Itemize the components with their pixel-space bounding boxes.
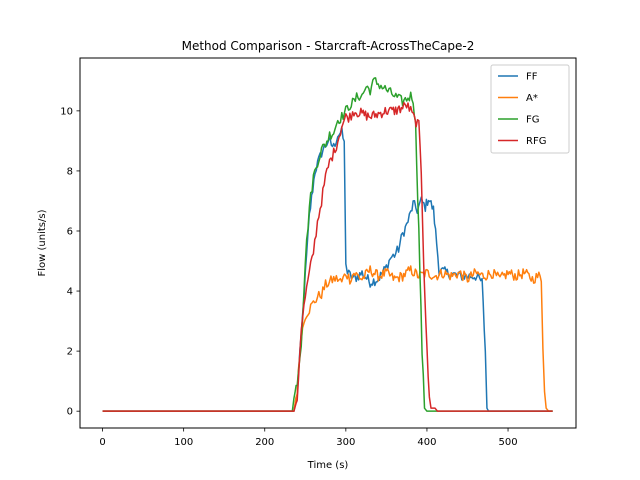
series-line-RFG — [102, 102, 553, 412]
y-axis-label: Flow (units/s) — [37, 209, 48, 276]
y-tick-label: 0 — [67, 407, 73, 418]
x-tick-label: 300 — [336, 437, 355, 448]
legend-label-RFG: RFG — [526, 136, 546, 147]
x-tick-label: 0 — [99, 437, 105, 448]
legend-label-FG: FG — [526, 115, 540, 126]
legend: FF A* FG RFG — [490, 64, 570, 154]
legend-label-A*: A* — [526, 93, 538, 104]
plot-frame — [79, 57, 577, 429]
y-tick-label: 6 — [67, 226, 73, 237]
y-tick-label: 10 — [60, 106, 73, 117]
y-tick-label: 8 — [67, 166, 73, 177]
legend-label-FF: FF — [526, 72, 538, 83]
x-tick-label: 400 — [417, 437, 436, 448]
legend-box — [490, 64, 570, 154]
x-tick-label: 500 — [498, 437, 517, 448]
y-tick-label: 2 — [67, 347, 73, 358]
x-tick-label: 100 — [174, 437, 193, 448]
y-tick-label: 4 — [67, 287, 73, 298]
y-axis: 0 2 4 6 8 10 — [60, 106, 80, 418]
x-axis-label: Time (s) — [307, 460, 349, 471]
x-axis: 0 100 200 300 400 500 — [99, 428, 518, 448]
chart-title: Method Comparison - Starcraft-AcrossTheC… — [182, 39, 475, 53]
x-tick-label: 200 — [255, 437, 274, 448]
plot-area — [102, 77, 553, 412]
